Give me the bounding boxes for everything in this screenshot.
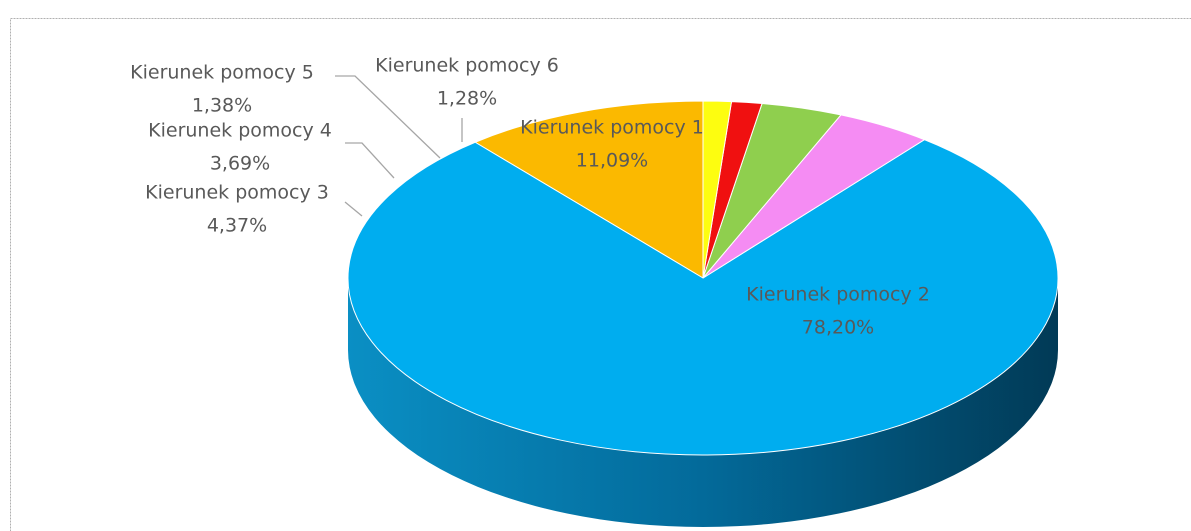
data-label-name: Kierunek pomocy 3	[145, 182, 329, 204]
data-label-name: Kierunek pomocy 6	[375, 55, 559, 77]
pie-slice	[347, 139, 1059, 456]
data-label-value: 3,69%	[210, 153, 270, 175]
chart-border	[10, 18, 1191, 531]
data-label-name: Kierunek pomocy 5	[130, 62, 314, 84]
data-label-value: 4,37%	[207, 215, 267, 237]
data-label-name: Kierunek pomocy 2	[746, 284, 930, 306]
data-label-value: 1,38%	[192, 95, 252, 117]
data-label-value: 1,28%	[437, 88, 497, 110]
leader-line	[335, 75, 441, 159]
data-label-name: Kierunek pomocy 4	[148, 120, 332, 142]
data-label-name: Kierunek pomocy 1	[520, 117, 704, 139]
data-label-value: 11,09%	[576, 150, 648, 172]
leader-lines	[335, 75, 463, 217]
pie-slice-side	[348, 278, 1058, 527]
data-label-value: 78,20%	[802, 317, 874, 339]
pie-slice	[474, 100, 704, 279]
leader-line	[344, 201, 363, 217]
pie-slice	[702, 100, 733, 279]
leader-line	[345, 142, 395, 179]
